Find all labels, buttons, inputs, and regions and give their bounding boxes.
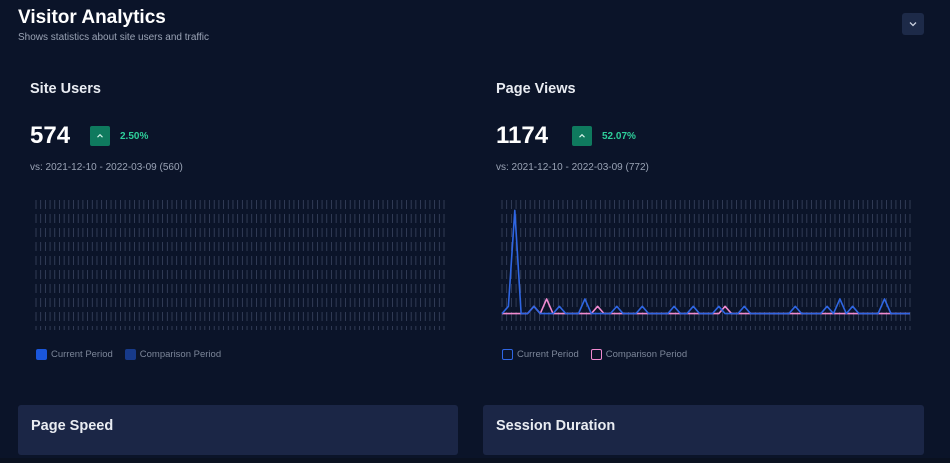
session-duration-card[interactable]: Session Duration — [483, 405, 924, 455]
site-users-chart — [35, 200, 445, 330]
page-views-title: Page Views — [496, 81, 576, 97]
chart-grid — [35, 200, 445, 330]
legend-comparison-label: Comparison Period — [605, 349, 688, 360]
legend-comparison-period[interactable]: Comparison Period — [590, 349, 688, 360]
legend-current-period[interactable]: Current Period — [502, 349, 579, 360]
page-title: Visitor Analytics — [18, 7, 166, 28]
page-views-change: 52.07% — [602, 131, 636, 142]
page-subtitle: Shows statistics about site users and tr… — [18, 32, 210, 43]
legend-comparison-period[interactable]: Comparison Period — [124, 349, 222, 360]
page-views-chart — [501, 200, 911, 330]
caret-up-icon — [97, 133, 103, 138]
page-speed-card[interactable]: Page Speed — [18, 405, 458, 455]
bottom-edge — [0, 458, 950, 463]
legend-comparison-swatch — [590, 349, 602, 360]
current-period-line — [501, 209, 910, 315]
page-views-trend-badge — [572, 126, 592, 146]
chart-grid — [501, 200, 911, 330]
caret-up-icon — [579, 133, 585, 138]
legend-current-swatch — [36, 349, 47, 360]
page-speed-title: Page Speed — [31, 418, 114, 434]
legend-current-swatch — [502, 349, 513, 360]
site-users-value: 574 — [30, 122, 71, 149]
page-views-value: 1174 — [496, 122, 549, 149]
session-duration-title: Session Duration — [496, 418, 616, 434]
legend-comparison-swatch — [124, 349, 136, 360]
legend-comparison-label: Comparison Period — [139, 349, 222, 360]
chevron-down-icon — [909, 22, 917, 27]
legend-current-period[interactable]: Current Period — [36, 349, 113, 360]
site-users-title: Site Users — [30, 81, 101, 97]
site-users-change: 2.50% — [120, 131, 149, 142]
site-users-legend: Current Period Comparison Period — [36, 349, 227, 360]
legend-current-label: Current Period — [51, 349, 113, 360]
collapse-button[interactable] — [902, 13, 924, 35]
site-users-trend-badge — [90, 126, 110, 146]
page-views-legend: Current Period Comparison Period — [502, 349, 693, 360]
page-views-comparison: vs: 2021-12-10 - 2022-03-09 (772) — [496, 162, 649, 173]
site-users-comparison: vs: 2021-12-10 - 2022-03-09 (560) — [30, 162, 183, 173]
legend-current-label: Current Period — [517, 349, 579, 360]
